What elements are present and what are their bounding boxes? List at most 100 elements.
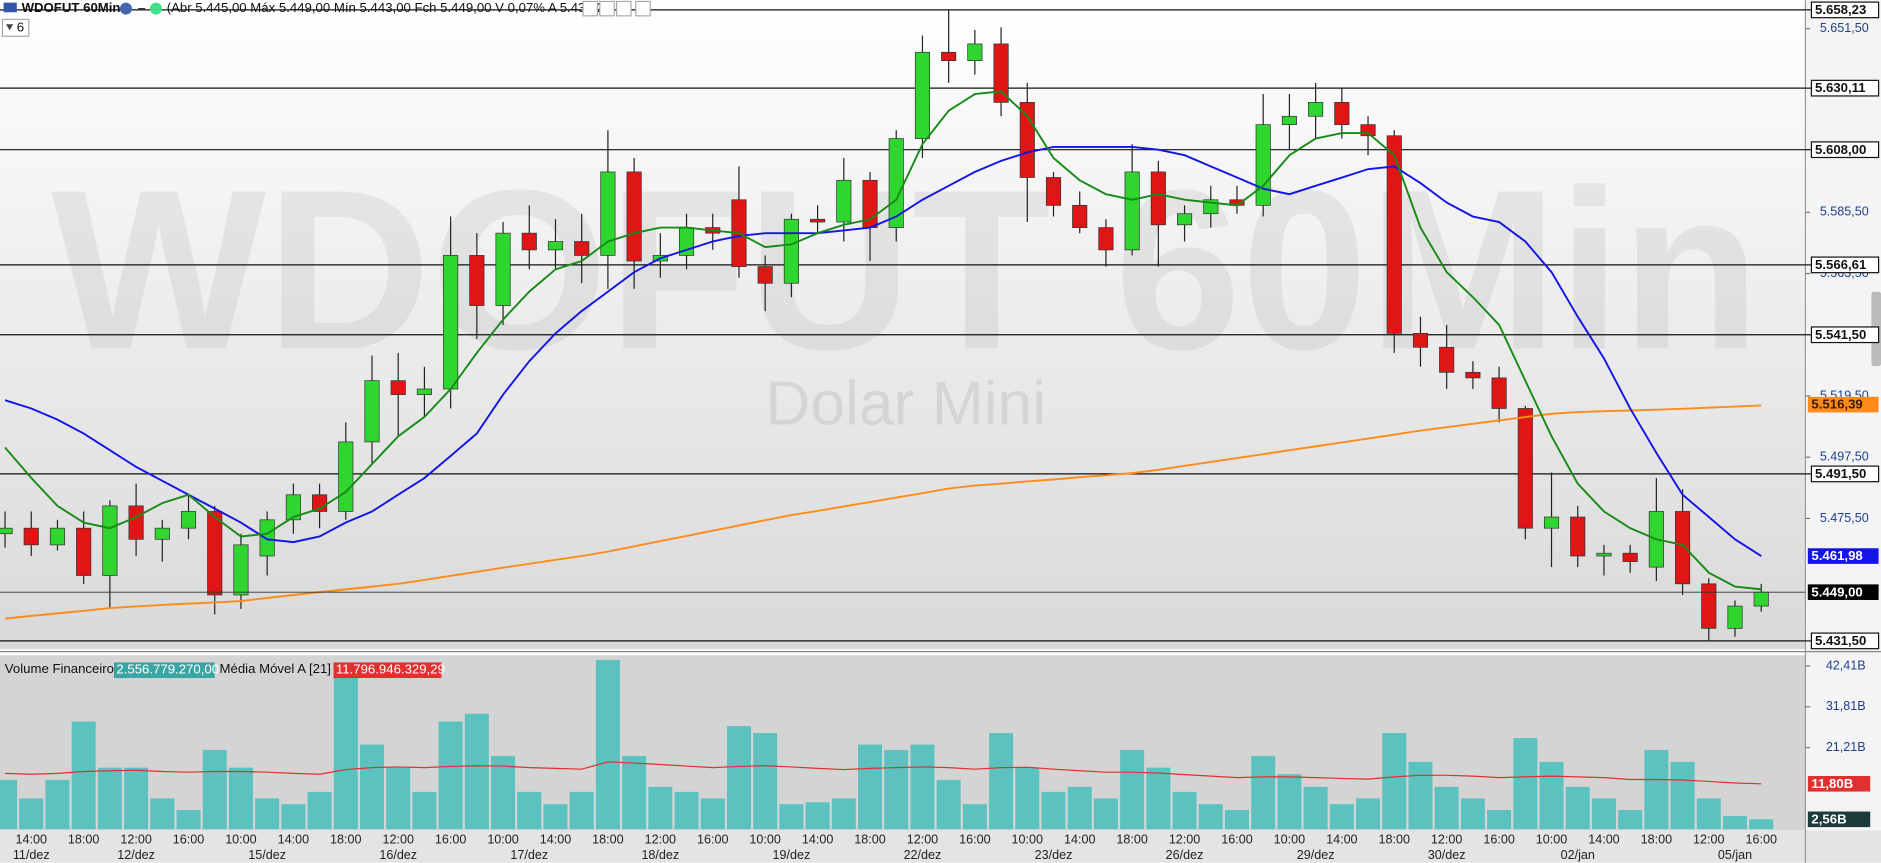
x-tick-label: 10:00 [749,832,780,846]
date-label: 29/dez [1297,848,1335,862]
volume-bar [412,791,437,830]
ma-line [4,145,1762,557]
x-tick-label: 16:00 [1221,832,1252,846]
volume-bar [1408,761,1433,830]
x-tick-label: 14:00 [278,832,309,846]
volume-bar [360,744,384,830]
y-tick-label: 5.497,50 [1820,450,1869,464]
counter-box[interactable] [1,18,30,37]
ma-line [4,404,1762,620]
axes: 5.651,505.585,505.563,505.519,505.497,50… [13,1,1880,862]
date-label: 23/dez [1035,848,1073,862]
y-tick-label: 5.651,50 [1820,21,1869,35]
candle-body [1675,511,1691,585]
candle-body [757,266,773,284]
x-tick-label: 18:00 [68,832,99,846]
candle-body [495,232,511,306]
candle-body [941,51,957,61]
y-tick-label: 5.585,50 [1820,205,1869,219]
volume-bar [1591,798,1616,830]
date-label: 19/dez [773,848,811,862]
button[interactable] [635,0,651,17]
button[interactable] [616,0,632,17]
level-label: 5.608,00 [1815,142,1866,157]
volume-bar [962,804,987,830]
volume-bar [805,802,830,830]
volume-bar [1198,804,1223,830]
volume-bar [989,733,1014,830]
live-icon [149,2,162,15]
candle-body [1517,408,1533,529]
candle-body [285,494,301,521]
date-label: 05/jan [1718,848,1752,862]
candle-body [1045,177,1062,206]
counter: 6 [17,19,24,34]
candle-body [1622,552,1638,562]
candle-body [1543,516,1560,529]
level-box [1810,632,1880,650]
volume-bar [1618,809,1643,830]
candle-body [207,511,223,596]
y-tick-label: 42,41B [1826,658,1866,672]
volume-bar [1015,767,1040,830]
candle-body [1386,135,1402,334]
date-label: 26/dez [1166,848,1204,862]
volume-bar [779,804,804,830]
candle-body [1334,102,1350,125]
candle-body [1098,227,1114,251]
last-value-marker [1807,584,1879,600]
volume-bar [648,786,673,830]
candle-body [233,544,249,596]
button[interactable] [599,0,615,17]
level-label: 5.431,50 [1815,633,1866,648]
candle-body [364,380,380,443]
x-tick-label: 12:00 [382,832,413,846]
x-tick-label: 12:00 [907,832,938,846]
volume-bar [831,798,856,830]
date-label: 18/dez [641,848,679,862]
volume-bar [1487,809,1512,830]
x-tick-label: 12:00 [1431,832,1462,846]
x-tick-label: 18:00 [1379,832,1410,846]
candle-body [1019,102,1035,178]
candle-body [1596,552,1612,557]
x-tick-label: 12:00 [1169,832,1200,846]
last-value-label: 5.449,00 [1811,584,1862,599]
volume-bar [19,798,44,830]
button[interactable] [582,0,599,17]
candle-body [574,241,590,256]
candle-body [1465,371,1481,379]
ma-label: Média Móvel A [21] [220,661,331,676]
x-tick-label: 10:00 [1536,832,1567,846]
level-label: 5.491,50 [1815,466,1866,481]
level-box [1810,326,1880,344]
volume-bar [1120,749,1145,830]
date-label: 30/dez [1428,848,1466,862]
volume-bar [569,791,594,830]
volume-bar [0,779,18,830]
price-plot [0,9,1806,830]
candle-body [547,241,564,251]
candle-body [600,171,616,256]
volume-bar [150,798,175,830]
volume-bar [1329,804,1354,830]
volume-bar [1041,791,1066,830]
volume-bar [464,713,489,830]
volume-bar [1460,798,1485,830]
candle-body [1255,124,1271,206]
volume-bar [753,733,778,830]
candle-body [993,43,1009,103]
flag-icon [3,2,17,13]
x-tick-label: 18:00 [330,832,361,846]
x-tick-label: 14:00 [802,832,833,846]
volume-bar [622,756,647,830]
x-tick-label: 18:00 [592,832,623,846]
last-value-label: 5.461,98 [1811,548,1862,563]
candle-body [914,51,931,139]
volume-bar [1172,791,1197,830]
volume-bar [45,779,70,830]
volume-bar [1670,761,1695,830]
last-value-label: 5.516,39 [1811,397,1862,412]
candle-body [259,519,275,557]
level-label: 5.658,23 [1815,2,1866,17]
